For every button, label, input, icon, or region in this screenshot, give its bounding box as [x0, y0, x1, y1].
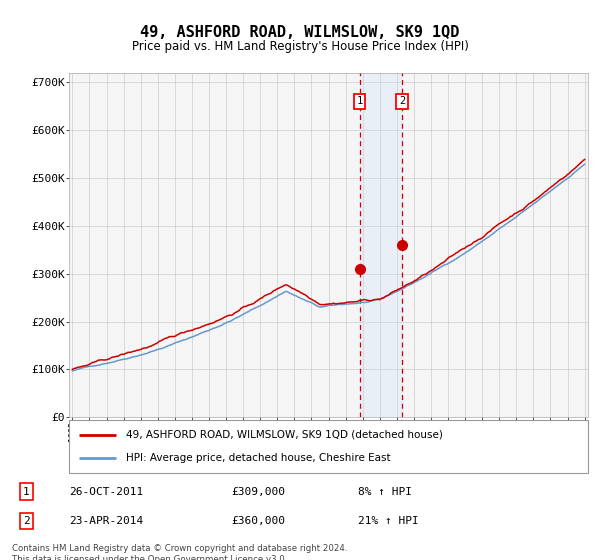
Text: 2: 2	[23, 516, 30, 526]
Bar	[359, 73, 402, 417]
Text: Price paid vs. HM Land Registry's House Price Index (HPI): Price paid vs. HM Land Registry's House …	[131, 40, 469, 53]
Text: 2: 2	[399, 96, 405, 106]
Text: 49, ASHFORD ROAD, WILMSLOW, SK9 1QD: 49, ASHFORD ROAD, WILMSLOW, SK9 1QD	[140, 25, 460, 40]
Text: Contains HM Land Registry data © Crown copyright and database right 2024.
This d: Contains HM Land Registry data © Crown c…	[12, 544, 347, 560]
Text: 49, ASHFORD ROAD, WILMSLOW, SK9 1QD (detached house): 49, ASHFORD ROAD, WILMSLOW, SK9 1QD (det…	[126, 430, 443, 440]
Text: 8% ↑ HPI: 8% ↑ HPI	[358, 487, 412, 497]
Text: 1: 1	[23, 487, 30, 497]
Text: 21% ↑ HPI: 21% ↑ HPI	[358, 516, 418, 526]
Text: £360,000: £360,000	[231, 516, 285, 526]
Text: 1: 1	[356, 96, 362, 106]
FancyBboxPatch shape	[69, 420, 588, 473]
Text: 23-APR-2014: 23-APR-2014	[70, 516, 144, 526]
Text: HPI: Average price, detached house, Cheshire East: HPI: Average price, detached house, Ches…	[126, 453, 391, 463]
Text: 26-OCT-2011: 26-OCT-2011	[70, 487, 144, 497]
Text: £309,000: £309,000	[231, 487, 285, 497]
